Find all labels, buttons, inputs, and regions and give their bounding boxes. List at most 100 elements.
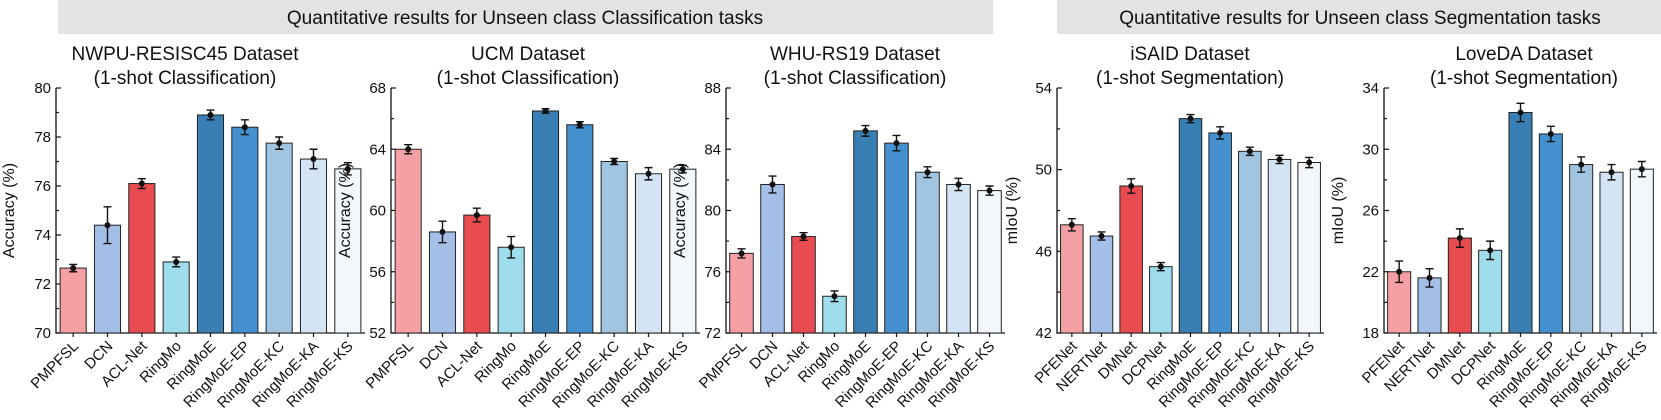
chart-title-line-2: (1-shot Segmentation) <box>1096 68 1284 89</box>
mean-point <box>542 107 549 114</box>
chart-title-line-2: (1-shot Classification) <box>94 68 277 89</box>
mean-point <box>405 146 412 153</box>
mean-point <box>1396 268 1403 275</box>
bar-pmpfsl <box>394 148 422 334</box>
y-tick-label: 80 <box>34 80 51 97</box>
mean-point <box>173 258 180 265</box>
banner-segmentation-bg <box>1057 0 1661 34</box>
banner-classification-text: Quantitative results for Unseen class Cl… <box>287 8 763 29</box>
y-tick-label: 68 <box>369 80 386 97</box>
bar-ringmoe-ks <box>334 168 362 334</box>
mean-point <box>207 111 214 118</box>
chart-title-line-1: NWPU-RESISC45 Dataset <box>71 44 299 65</box>
mean-point <box>679 166 686 173</box>
y-tick-label: 84 <box>704 141 721 158</box>
chart-title-line-2: (1-shot Classification) <box>764 68 947 89</box>
mean-point <box>439 228 446 235</box>
mean-point <box>862 127 869 134</box>
y-tick-label: 46 <box>1035 243 1052 260</box>
bar-pmpfsl <box>729 252 754 334</box>
mean-point <box>1068 221 1075 228</box>
y-tick-label: 76 <box>704 264 721 281</box>
mean-point <box>310 156 317 163</box>
y-axis-label: mIoU (%) <box>1004 177 1021 245</box>
mean-point <box>986 187 993 194</box>
bar-ringmo <box>497 246 525 334</box>
y-tick-label: 56 <box>369 264 386 281</box>
mean-point <box>893 140 900 147</box>
y-axis-label: Accuracy (%) <box>337 163 354 258</box>
mean-point <box>1217 129 1224 136</box>
y-tick-label: 42 <box>1035 325 1052 342</box>
y-tick-label: 88 <box>704 80 721 97</box>
banner-segmentation-text: Quantitative results for Unseen class Se… <box>1119 8 1601 29</box>
y-tick-label: 60 <box>369 203 386 220</box>
mean-point <box>611 158 618 165</box>
mean-point <box>276 140 283 147</box>
bar-pfenet <box>1060 224 1084 334</box>
mean-point <box>70 265 77 272</box>
mean-point <box>1098 233 1105 240</box>
bar-dmnet <box>1447 237 1472 334</box>
bar-acl-net <box>791 236 816 334</box>
y-tick-label: 78 <box>34 129 51 146</box>
mean-point <box>645 170 652 177</box>
mean-point <box>1426 274 1433 281</box>
x-tick-label: PMPFSL <box>363 338 417 392</box>
bar-dmnet <box>1119 185 1143 334</box>
y-tick-label: 22 <box>1362 264 1379 281</box>
bar-dcn <box>760 183 785 334</box>
mean-point <box>769 181 776 188</box>
y-tick-label: 76 <box>34 178 51 195</box>
bar-ringmoe-ks <box>1297 162 1321 334</box>
banner-classification-bg <box>58 0 993 34</box>
y-tick-label: 80 <box>704 203 721 220</box>
bar-ringmoe-ka <box>1599 171 1624 334</box>
bar-ringmoe-kc <box>1238 150 1262 334</box>
chart-title-line-1: WHU-RS19 Dataset <box>770 44 941 65</box>
bar-ringmoe <box>853 130 878 334</box>
chart-title-line-1: iSAID Dataset <box>1130 44 1250 65</box>
y-tick-label: 52 <box>369 325 386 342</box>
bar-acl-net <box>128 183 156 334</box>
mean-point <box>344 165 351 172</box>
mean-point <box>1246 148 1253 155</box>
chart-panel-4: iSAID Dataset (1-shot Segmentation) mIoU (… <box>1004 44 1324 412</box>
bar-ringmoe <box>531 110 560 334</box>
y-axis-label: Accuracy (%) <box>1 163 18 258</box>
mean-point <box>800 233 807 240</box>
mean-point <box>1128 183 1135 189</box>
mean-point <box>1547 130 1554 137</box>
mean-point <box>831 293 838 300</box>
charts: NWPU-RESISC45 Dataset (1-shot Classificat… <box>1 44 1657 412</box>
bar-ringmoe <box>196 114 225 334</box>
bar-ringmoe-ka <box>946 183 971 334</box>
mean-point <box>1578 161 1585 168</box>
mean-point <box>138 180 145 187</box>
mean-point <box>508 244 515 251</box>
mean-point <box>1306 159 1313 166</box>
chart-panel-3: WHU-RS19 Dataset (1-shot Classification) A… <box>672 44 1005 412</box>
y-tick-label: 34 <box>1362 80 1379 97</box>
mean-point <box>241 124 248 131</box>
chart-panel-1: NWPU-RESISC45 Dataset (1-shot Classificat… <box>1 44 365 412</box>
chart-title-line-1: UCM Dataset <box>471 44 586 65</box>
y-tick-label: 50 <box>1035 162 1052 179</box>
y-tick-label: 54 <box>1035 80 1052 97</box>
bar-ringmoe-ks <box>977 190 1002 334</box>
bar-ringmoe-ep <box>884 142 909 334</box>
banner-classification: Quantitative results for Unseen class Cl… <box>58 0 993 34</box>
chart-panel-5: LoveDA Dataset (1-shot Segmentation) mIoU … <box>1330 44 1657 412</box>
bar-ringmoe-kc <box>1569 164 1594 334</box>
mean-point <box>1456 235 1463 242</box>
bar-dcpnet <box>1149 266 1173 334</box>
chart-title-line-2: (1-shot Segmentation) <box>1430 68 1618 89</box>
mean-point <box>104 222 111 229</box>
banner-segmentation: Quantitative results for Unseen class Se… <box>1057 0 1661 34</box>
bar-ringmoe-ks <box>1629 168 1654 334</box>
bar-ringmoe-kc <box>915 171 940 334</box>
bar-ringmoe-ka <box>299 158 328 334</box>
bar-ringmoe-kc <box>600 161 628 334</box>
mean-point <box>1276 156 1283 163</box>
